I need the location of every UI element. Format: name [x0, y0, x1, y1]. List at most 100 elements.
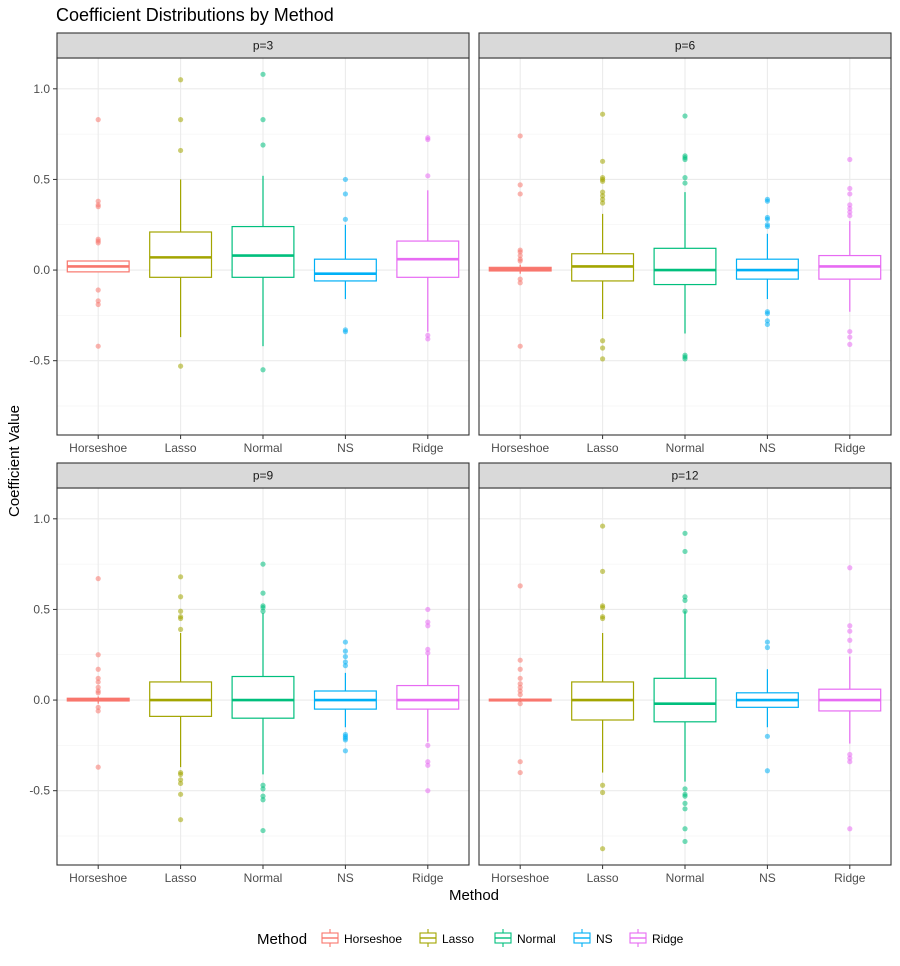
- box-iqr: [653, 247, 717, 286]
- outlier-point: [517, 681, 523, 687]
- outlier-point: [682, 156, 688, 163]
- outlier-point: [847, 329, 853, 335]
- box-ns: [735, 639, 799, 774]
- y-tick-label: 0.0: [33, 693, 50, 707]
- outlier-point: [517, 684, 523, 690]
- outlier-point: [178, 363, 184, 369]
- outlier-point: [600, 605, 606, 611]
- legend-label: Ridge: [652, 932, 684, 946]
- outlier-point: [600, 178, 606, 184]
- legend-title: Method: [257, 931, 307, 948]
- outlier-point: [95, 666, 101, 672]
- outlier-point: [260, 786, 266, 792]
- outlier-point: [425, 742, 431, 748]
- outlier-point: [682, 530, 688, 536]
- outlier-point: [847, 334, 853, 340]
- outlier-point: [517, 666, 523, 672]
- outlier-point: [517, 701, 523, 707]
- outlier-point: [95, 652, 101, 658]
- outlier-point: [260, 71, 266, 77]
- box-lasso: [571, 111, 635, 362]
- x-tick-label: Horseshoe: [491, 441, 549, 455]
- outlier-point: [342, 737, 348, 743]
- legend-entry-ridge: Ridge: [629, 929, 684, 947]
- y-tick-label: 0.5: [33, 602, 50, 616]
- outlier-point: [600, 338, 606, 344]
- outlier-point: [260, 827, 266, 834]
- box-ridge: [396, 135, 460, 342]
- outlier-point: [517, 249, 523, 255]
- outlier-point: [95, 708, 101, 714]
- outlier-point: [600, 111, 606, 117]
- outlier-point: [342, 648, 348, 654]
- box-ns: [313, 176, 377, 335]
- outlier-point: [517, 692, 523, 698]
- outlier-point: [178, 777, 184, 783]
- box-normal: [653, 530, 717, 845]
- outlier-point: [425, 762, 431, 768]
- x-tick-label: NS: [759, 871, 776, 885]
- outlier-point: [425, 788, 431, 794]
- outlier-point: [517, 657, 523, 663]
- outlier-point: [95, 704, 101, 710]
- legend-entry-lasso: Lasso: [419, 929, 474, 947]
- y-tick-label: 0.5: [33, 172, 50, 186]
- outlier-point: [764, 639, 771, 645]
- outlier-point: [600, 189, 606, 195]
- outlier-point: [847, 565, 853, 571]
- outlier-point: [682, 806, 688, 812]
- outlier-point: [342, 659, 348, 665]
- box-ridge: [818, 565, 882, 832]
- outlier-point: [682, 786, 688, 792]
- facet-strip: [478, 32, 892, 59]
- outlier-point: [517, 276, 523, 282]
- y-axis-title: Coefficient Value: [6, 405, 23, 517]
- outlier-point: [682, 180, 688, 186]
- outlier-point: [600, 568, 606, 574]
- outlier-point: [600, 523, 606, 529]
- outlier-point: [764, 318, 771, 324]
- outlier-point: [260, 367, 266, 373]
- outlier-point: [847, 341, 853, 347]
- outlier-point: [425, 619, 431, 625]
- outlier-point: [425, 336, 431, 342]
- outlier-point: [600, 789, 606, 796]
- outlier-point: [425, 623, 431, 629]
- outlier-point: [95, 117, 101, 123]
- outlier-point: [342, 748, 348, 754]
- outlier-point: [517, 343, 523, 349]
- outlier-point: [178, 117, 184, 123]
- box-ns: [313, 639, 377, 754]
- outlier-point: [847, 751, 853, 758]
- outlier-point: [682, 838, 688, 845]
- outlier-point: [517, 252, 523, 259]
- outlier-point: [517, 759, 523, 765]
- x-tick-label: Horseshoe: [69, 441, 127, 455]
- facet-strip-label: p=12: [671, 469, 698, 483]
- outlier-point: [600, 196, 606, 202]
- outlier-point: [764, 768, 771, 774]
- outlier-point: [178, 771, 184, 777]
- y-tick-label: 1.0: [33, 512, 50, 526]
- outlier-point: [517, 688, 523, 694]
- outlier-point: [95, 198, 101, 204]
- outlier-point: [847, 637, 853, 643]
- box-normal: [653, 113, 717, 362]
- x-tick-label: Ridge: [412, 441, 444, 455]
- x-tick-label: Horseshoe: [69, 871, 127, 885]
- facet-strip: [56, 32, 470, 59]
- outlier-point: [764, 321, 771, 328]
- outlier-point: [847, 202, 853, 208]
- outlier-point: [682, 113, 688, 119]
- outlier-point: [600, 193, 606, 199]
- x-tick-label: Horseshoe: [491, 871, 549, 885]
- x-tick-label: Normal: [666, 871, 705, 885]
- box-normal: [231, 561, 295, 834]
- facet-panels: p=3 -0.5 0.0 0.5 1.0 Horseshoe Lasso Normal NS Ri…: [29, 32, 892, 885]
- outlier-point: [847, 755, 853, 761]
- outlier-point: [517, 769, 523, 776]
- outlier-point: [764, 216, 771, 222]
- outlier-point: [764, 198, 771, 204]
- outlier-point: [178, 574, 184, 580]
